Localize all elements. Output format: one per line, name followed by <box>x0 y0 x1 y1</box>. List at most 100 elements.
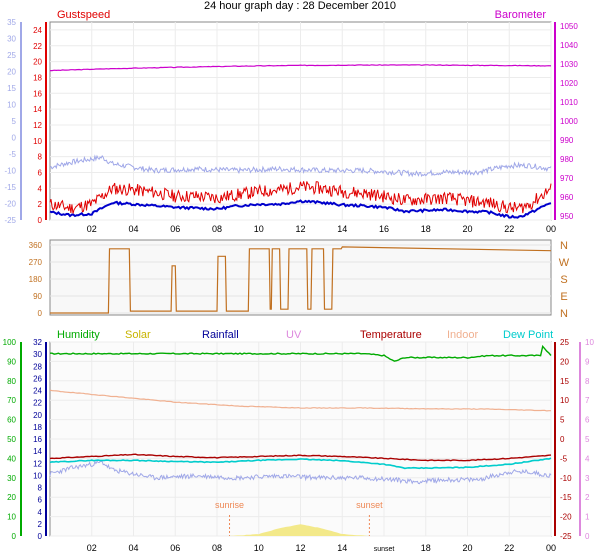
gustspeed-tick-label: 18 <box>33 73 42 82</box>
temperature-tick-label: 20 <box>7 68 16 77</box>
humidity-tick-label: 0 <box>12 532 17 541</box>
chart-title: 24 hour graph day : 28 December 2010 <box>204 0 396 12</box>
humidity-tick-label: 20 <box>7 493 16 502</box>
rainfall-tick-label: 2 <box>38 520 43 529</box>
hour-tick-label: 00 <box>546 224 556 234</box>
temperature-tick-label: -15 <box>4 183 16 192</box>
hour-tick-label: 16 <box>379 224 389 234</box>
outdoor-temp-noisy-line <box>49 460 552 485</box>
hour-tick-label: 12 <box>295 224 305 234</box>
gustspeed-tick-label: 6 <box>38 168 43 177</box>
temperature-tick-label: 25 <box>7 51 16 60</box>
uv-tick-label: 5 <box>585 435 590 444</box>
humidity-axis-ticks: 0 10 20 30 40 50 60 70 80 90 100 <box>3 338 17 541</box>
legend-indoor: Indoor <box>447 329 479 341</box>
uv-axis-ticks: 0 1 2 3 4 5 6 7 8 9 10 <box>585 338 594 541</box>
legend-gustspeed: Gustspeed <box>57 9 110 21</box>
uv-tick-label: 10 <box>585 338 594 347</box>
hour-tick-label: 02 <box>87 543 97 553</box>
rainfall-tick-label: 0 <box>38 532 43 541</box>
gustspeed-tick-label: 4 <box>38 184 43 193</box>
direction-series <box>50 246 552 314</box>
temperature-tick-label: 15 <box>7 84 16 93</box>
temperature-tick-label: -5 <box>9 150 17 159</box>
gustspeed-line <box>49 181 552 214</box>
temperature-tick-label: 20 <box>560 357 569 366</box>
compass-label: N <box>560 308 568 320</box>
rainfall-tick-label: 16 <box>33 435 42 444</box>
sunrise-label: sunrise <box>215 500 244 510</box>
gustspeed-tick-label: 14 <box>33 105 42 114</box>
rainfall-tick-label: 32 <box>33 338 42 347</box>
hour-tick-label: 06 <box>170 224 180 234</box>
humidity-tick-label: 100 <box>3 338 17 347</box>
temperature-tick-label: -25 <box>560 532 572 541</box>
barometer-tick-label: 990 <box>560 136 574 145</box>
indoor-temperature-line <box>49 389 551 412</box>
legend-temperature: Temperature <box>360 329 422 341</box>
uv-tick-label: 0 <box>585 532 590 541</box>
compass-label: N <box>560 240 568 252</box>
barometer-tick-label: 1020 <box>560 79 578 88</box>
temperature-tick-label: -15 <box>560 493 572 502</box>
sunset-label: sunset <box>356 500 383 510</box>
rainfall-tick-label: 28 <box>33 362 42 371</box>
rainfall-tick-label: 6 <box>38 496 43 505</box>
gustspeed-tick-label: 2 <box>38 200 43 209</box>
rainfall-tick-label: 26 <box>33 374 42 383</box>
dew-point-line <box>49 457 552 470</box>
temperature-tick-label: 10 <box>560 396 569 405</box>
temperature-tick-label: 5 <box>560 416 565 425</box>
gustspeed-tick-label: 22 <box>33 42 42 51</box>
temperature-tick-label: 25 <box>560 338 569 347</box>
humidity-tick-label: 60 <box>7 416 16 425</box>
barometer-axis-ticks: 950 960 970 980 990 1000 1010 1020 1030 1040 1050 <box>560 22 578 221</box>
uv-tick-label: 8 <box>585 377 590 386</box>
temperature-tick-label: -10 <box>560 474 572 483</box>
barometer-tick-label: 1030 <box>560 60 578 69</box>
uv-tick-label: 4 <box>585 454 590 463</box>
temperature-tick-label: 0 <box>560 435 565 444</box>
temperature-axis-ticks-right: -25 -20 -15 -10 -5 0 5 10 15 20 25 <box>560 338 572 541</box>
barometer-tick-label: 1040 <box>560 41 578 50</box>
gustspeed-tick-label: 12 <box>33 121 42 130</box>
gustspeed-tick-label: 0 <box>38 216 43 225</box>
gustspeed-tick-label: 10 <box>33 137 42 146</box>
temperature-series <box>49 344 552 536</box>
rainfall-tick-label: 18 <box>33 423 42 432</box>
hour-tick-label: 12 <box>295 543 305 553</box>
solar-area <box>229 524 370 536</box>
barometer-tick-label: 980 <box>560 155 574 164</box>
legend-rainfall: Rainfall <box>202 329 239 341</box>
uv-tick-label: 6 <box>585 416 590 425</box>
barometer-line <box>50 64 552 72</box>
rainfall-tick-label: 22 <box>33 399 42 408</box>
uv-tick-label: 9 <box>585 357 590 366</box>
hour-tick-label: 08 <box>212 543 222 553</box>
hour-tick-label: 22 <box>504 543 514 553</box>
hour-tick-label: 10 <box>254 224 264 234</box>
barometer-tick-label: 1050 <box>560 22 578 31</box>
temperature-legend: Humidity Solar Rainfall UV Temperature I… <box>57 329 553 341</box>
rainfall-tick-label: 14 <box>33 447 42 456</box>
direction-degree-label: 0 <box>38 309 43 318</box>
temperature-tick-label: 15 <box>560 377 569 386</box>
barometer-tick-label: 1010 <box>560 98 578 107</box>
hour-tick-label: 02 <box>87 224 97 234</box>
hour-tick-label: 20 <box>462 543 472 553</box>
temperature-tick-label: 35 <box>7 18 16 27</box>
rainfall-tick-label: 20 <box>33 411 42 420</box>
direction-degree-label: 270 <box>29 258 43 267</box>
hour-tick-label: 18 <box>421 224 431 234</box>
compass-label: E <box>560 291 567 303</box>
rainfall-tick-label: 8 <box>38 484 43 493</box>
windspeed-line <box>49 199 552 219</box>
direction-degree-label: 180 <box>29 275 43 284</box>
direction-gridlines <box>50 244 551 314</box>
temperature-tick-label: -5 <box>560 454 568 463</box>
uv-tick-label: 2 <box>585 493 590 502</box>
direction-panel-background <box>49 239 552 316</box>
